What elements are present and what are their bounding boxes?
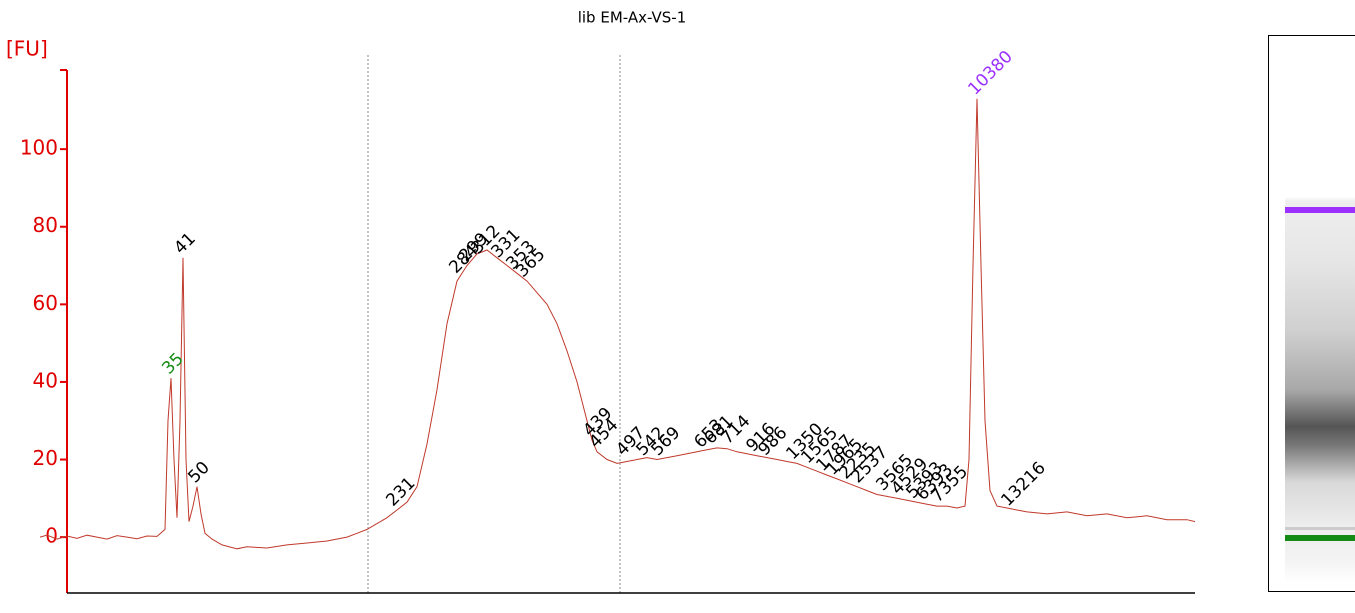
peak-label: 50 (184, 458, 213, 487)
gel-lane (1269, 36, 1355, 592)
y-tick-label: 60 (33, 291, 58, 315)
gel-band-lower (1285, 535, 1355, 541)
y-tick-label: 80 (33, 213, 58, 237)
y-tick-label: 20 (33, 446, 58, 470)
gel-band-upper (1285, 207, 1355, 213)
chart-title: lib EM-Ax-VS-1 (578, 9, 687, 27)
peak-label: 13216 (997, 458, 1049, 510)
y-tick-label: 100 (20, 136, 58, 160)
peak-label: 35 (158, 349, 187, 378)
gel-lane-body (1285, 123, 1355, 583)
peak-label: 41 (170, 229, 199, 258)
y-tick-label: 40 (33, 368, 58, 392)
peak-label: 231 (382, 473, 419, 510)
y-axis-label: [FU] (6, 37, 48, 61)
peak-label: 10380 (964, 47, 1016, 99)
gel-band (1285, 527, 1355, 530)
